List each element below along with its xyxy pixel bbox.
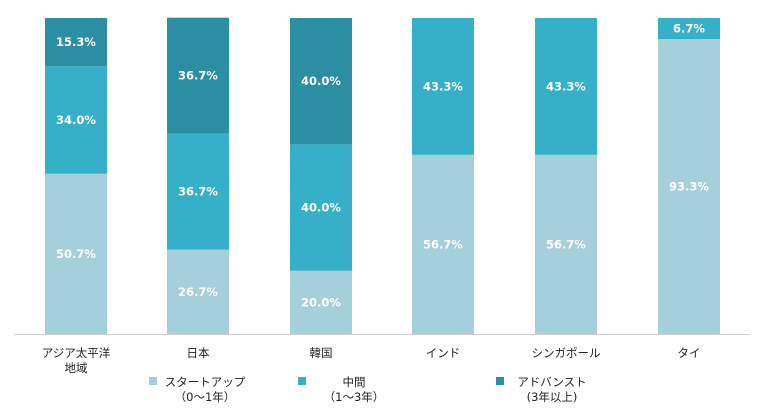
bar-segment-series1-cat5	[658, 18, 720, 40]
category-label-3-line0: インド	[426, 346, 461, 360]
data-label-series0-cat2: 20.0%	[301, 295, 341, 309]
bar-segment-series2-cat2	[290, 18, 352, 145]
data-label-series1-cat0: 34.0%	[56, 113, 96, 127]
bar-segment-series1-cat3	[412, 18, 474, 155]
data-label-series2-cat1: 36.7%	[178, 69, 218, 83]
legend-swatch-2	[496, 377, 504, 385]
data-label-series2-cat2: 40.0%	[301, 74, 341, 88]
bar-segment-series0-cat0	[45, 173, 107, 334]
legend-label-0-line1: （0～1年）	[175, 390, 236, 404]
data-label-series1-cat2: 40.0%	[301, 201, 341, 215]
data-label-series1-cat1: 36.7%	[178, 185, 218, 199]
category-label-2-line0: 韓国	[310, 346, 333, 360]
data-label-series1-cat4: 43.3%	[546, 79, 586, 93]
legend-label-1-line0: 中間	[343, 375, 366, 389]
legend: スタートアップ（0～1年） 中間（1～3年） アドバンスト(3年以上)	[149, 375, 587, 404]
legend-label-1-line1: （1～3年）	[324, 390, 385, 404]
data-label-series0-cat4: 56.7%	[546, 237, 586, 251]
data-label-series0-cat0: 50.7%	[56, 247, 96, 261]
bar-segment-series2-cat1	[167, 17, 229, 134]
legend-label-2-line1: (3年以上)	[527, 390, 578, 404]
data-label-series2-cat0: 15.3%	[56, 35, 96, 49]
legend-swatch-0	[149, 377, 157, 385]
data-label-series0-cat5: 93.3%	[669, 180, 709, 194]
category-label-0-line0: アジア太平洋	[42, 346, 111, 360]
bar-segment-series0-cat3	[412, 154, 474, 334]
data-label-series1-cat5: 6.7%	[673, 22, 705, 36]
bar-segment-series2-cat0	[45, 18, 107, 67]
legend-label-0-line0: スタートアップ	[165, 375, 246, 389]
bar-segment-series1-cat4	[535, 18, 597, 155]
legend-swatch-1	[298, 377, 306, 385]
bar-segment-series0-cat5	[658, 39, 720, 335]
legend-label-2-line0: アドバンスト	[517, 375, 586, 389]
category-label-5-line0: タイ	[678, 346, 701, 360]
bar-segment-series0-cat1	[167, 249, 229, 334]
data-label-series0-cat1: 26.7%	[178, 285, 218, 299]
bars-layer: 50.7% 34.0% 15.3% 26.7% 36.7% 36.7% 20.0% 40.0%…	[45, 17, 720, 335]
bar-segment-series1-cat0	[45, 66, 107, 174]
data-label-series1-cat3: 43.3%	[423, 79, 463, 93]
category-label-1-line0: 日本	[187, 346, 210, 360]
bar-segment-series1-cat2	[290, 144, 352, 271]
category-label-0-line1: 地域	[65, 361, 88, 375]
bar-segment-series1-cat1	[167, 133, 229, 250]
bar-segment-series0-cat2	[290, 270, 352, 334]
bar-segment-series0-cat4	[535, 154, 597, 334]
category-label-4-line0: シンガポール	[532, 346, 601, 360]
data-label-series0-cat3: 56.7%	[423, 237, 463, 251]
